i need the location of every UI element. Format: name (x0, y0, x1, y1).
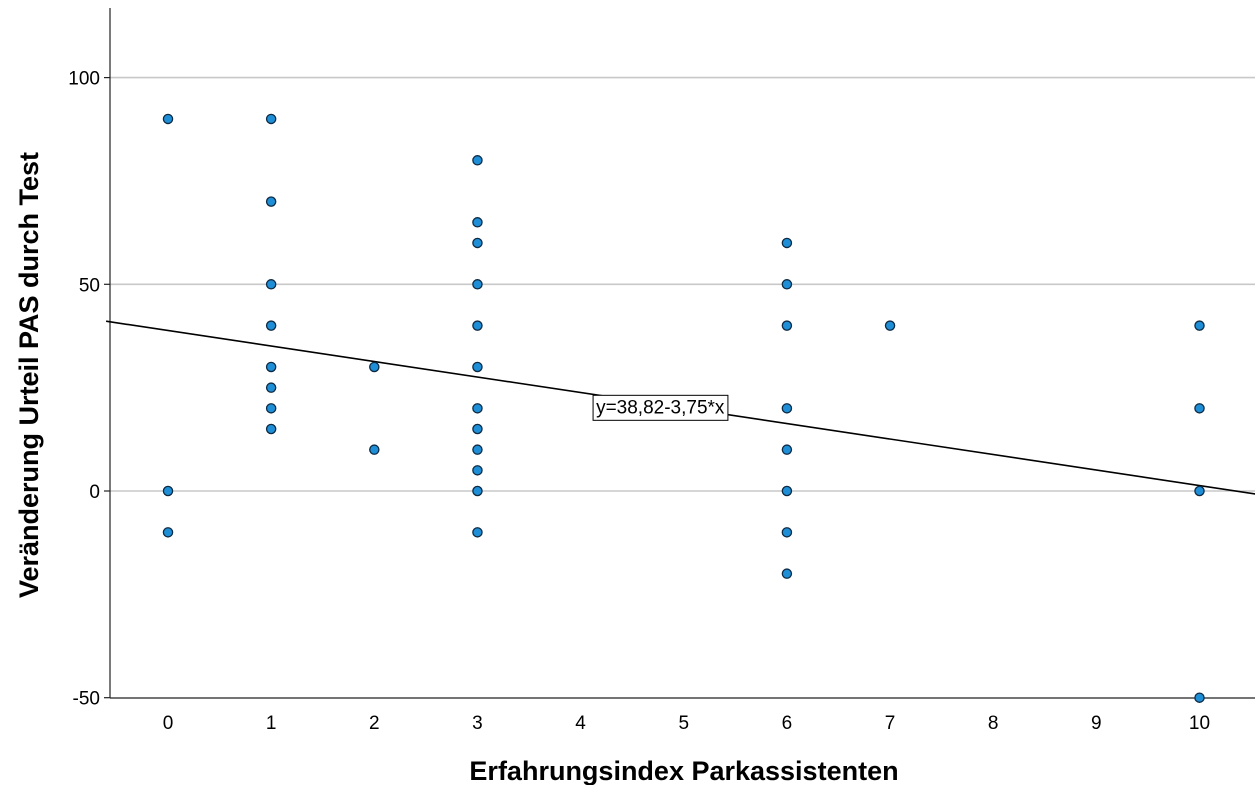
data-point (781, 403, 793, 414)
x-tick-label: 6 (782, 713, 793, 734)
data-point (472, 361, 483, 373)
data-point (265, 403, 277, 414)
data-point (472, 237, 483, 249)
data-point (1194, 320, 1205, 331)
x-tick-label: 0 (163, 713, 174, 734)
data-point (472, 320, 483, 331)
data-point (472, 527, 483, 538)
y-tick-label: -50 (73, 689, 100, 710)
data-point (472, 465, 483, 476)
data-point (472, 485, 483, 497)
y-tick-label: 0 (89, 482, 100, 503)
x-tick-label: 7 (885, 713, 896, 734)
axes (104, 8, 1255, 699)
data-point (1194, 485, 1205, 497)
x-tick-label: 1 (266, 713, 277, 734)
data-point (1194, 692, 1205, 703)
x-tick-label: 8 (988, 713, 999, 734)
x-tick-label: 5 (678, 713, 689, 734)
data-point (781, 568, 793, 579)
equation-label: y=38,82-3,75*x (596, 397, 725, 418)
data-point (472, 403, 483, 414)
data-point (265, 113, 277, 125)
data-point (162, 527, 174, 538)
data-point (265, 279, 277, 290)
data-point (781, 444, 793, 455)
x-tick-label: 3 (472, 713, 483, 734)
x-tick-label: 10 (1189, 713, 1210, 734)
x-tick-label: 9 (1091, 713, 1102, 734)
x-axis-title: Erfahrungsindex Parkassistenten (469, 756, 898, 785)
x-tick-label: 2 (369, 713, 380, 734)
data-point (781, 237, 793, 249)
data-point (162, 485, 174, 497)
x-tick-labels: 0 1 2 3 4 5 6 7 8 9 10 (163, 713, 1210, 734)
data-point (781, 527, 793, 538)
x-tick-label: 4 (575, 713, 586, 734)
equation-box: y=38,82-3,75*x (592, 394, 729, 421)
data-point (369, 444, 380, 455)
data-point (781, 485, 793, 497)
data-point (1194, 403, 1205, 414)
data-point (781, 320, 793, 331)
y-tick-label: 50 (79, 275, 100, 296)
data-point (472, 444, 483, 455)
data-point (472, 279, 483, 290)
data-point (265, 423, 277, 435)
y-tick-label: 100 (68, 69, 100, 90)
data-point (265, 320, 277, 331)
data-point (162, 113, 174, 125)
data-point (265, 361, 277, 373)
data-point (265, 196, 277, 207)
gridlines (110, 76, 1255, 492)
data-point (472, 217, 483, 228)
y-axis-title: Veränderung Urteil PAS durch Test (14, 152, 44, 598)
data-point (369, 361, 380, 373)
data-points (162, 113, 1205, 703)
equation-box-frame (592, 394, 729, 421)
data-point (472, 155, 483, 166)
data-point (884, 320, 896, 331)
data-point (781, 279, 793, 290)
data-point (472, 423, 483, 435)
data-point (265, 382, 277, 393)
y-tick-labels: 100 50 0 -50 (68, 69, 100, 710)
